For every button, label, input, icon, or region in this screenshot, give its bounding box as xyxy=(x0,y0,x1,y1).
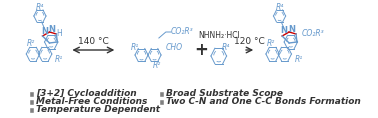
Text: R¹: R¹ xyxy=(294,55,303,65)
Text: R²: R² xyxy=(153,61,161,70)
Text: Metal-Free Conditions: Metal-Free Conditions xyxy=(36,97,147,107)
FancyBboxPatch shape xyxy=(29,107,34,112)
Text: NHNH₂·HCl: NHNH₂·HCl xyxy=(198,32,240,40)
Text: R²: R² xyxy=(27,40,36,48)
Text: CO₂R³: CO₂R³ xyxy=(171,27,194,36)
Text: R¹: R¹ xyxy=(130,44,139,53)
Text: [3+2] Cycloaddition: [3+2] Cycloaddition xyxy=(36,89,136,99)
FancyBboxPatch shape xyxy=(160,99,164,105)
Text: R⁴: R⁴ xyxy=(36,2,44,11)
FancyBboxPatch shape xyxy=(29,91,34,97)
Text: R²: R² xyxy=(267,40,275,48)
Text: CO₂R³: CO₂R³ xyxy=(302,30,325,38)
Text: H: H xyxy=(56,29,62,38)
Text: N: N xyxy=(280,26,287,35)
Text: Broad Substrate Scope: Broad Substrate Scope xyxy=(166,89,283,99)
Text: Temperature Dependent: Temperature Dependent xyxy=(36,105,160,114)
Text: R⁴: R⁴ xyxy=(222,44,230,53)
Text: N: N xyxy=(41,27,48,36)
Text: 120 °C: 120 °C xyxy=(234,37,265,46)
Text: N: N xyxy=(288,25,295,34)
Text: 140 °C: 140 °C xyxy=(77,37,108,46)
Text: N: N xyxy=(49,25,56,34)
Text: CHO: CHO xyxy=(166,44,183,53)
Text: R⁴: R⁴ xyxy=(276,2,284,11)
FancyBboxPatch shape xyxy=(29,99,34,105)
Text: Two C-N and One C-C Bonds Formation: Two C-N and One C-C Bonds Formation xyxy=(166,97,361,107)
FancyBboxPatch shape xyxy=(160,91,164,97)
Text: +: + xyxy=(195,41,208,59)
Text: R¹: R¹ xyxy=(55,55,63,65)
